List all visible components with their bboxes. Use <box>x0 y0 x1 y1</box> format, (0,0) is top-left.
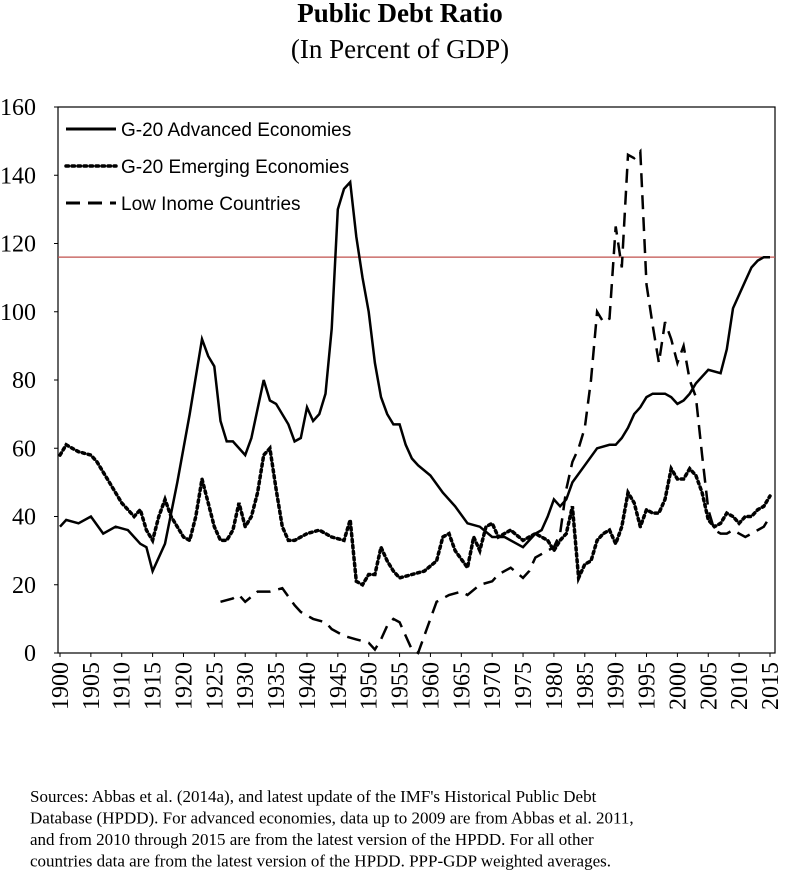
x-tick-label: 1955 <box>388 662 414 710</box>
y-tick-label: 120 <box>0 232 36 258</box>
x-tick-label: 1915 <box>141 662 167 710</box>
x-tick-label: 2015 <box>758 662 784 710</box>
x-tick-label: 1990 <box>604 662 630 710</box>
x-tick-label: 1965 <box>449 662 475 710</box>
chart-subtitle: (In Percent of GDP) <box>291 34 509 64</box>
y-tick-label: 0 <box>24 641 36 667</box>
chart-title: Public Debt Ratio <box>297 0 503 28</box>
x-tick-label: 1935 <box>264 662 290 710</box>
x-tick-label: 1950 <box>357 662 383 710</box>
legend-label: G-20 Advanced Economies <box>121 120 351 141</box>
footnote: Sources: Abbas et al. (2014a), and lates… <box>30 787 597 806</box>
x-tick-label: 2010 <box>727 662 753 710</box>
footnote: and from 2010 through 2015 are from the … <box>30 830 594 849</box>
y-tick-label: 60 <box>12 436 36 462</box>
footnote: Database (HPDD). For advanced economies,… <box>30 809 634 828</box>
legend-label: G-20 Emerging Economies <box>121 157 349 178</box>
series-line <box>59 179 770 575</box>
x-tick-label: 1910 <box>110 662 136 710</box>
y-tick-label: 140 <box>0 163 36 189</box>
x-tick-label: 2000 <box>665 662 691 710</box>
x-tick-label: 1985 <box>573 662 599 710</box>
y-tick-label: 100 <box>0 300 36 326</box>
x-tick-label: 1925 <box>202 662 228 710</box>
y-tick-label: 80 <box>12 368 36 394</box>
y-tick-label: 160 <box>0 95 36 121</box>
series-line <box>58 442 772 588</box>
series-line <box>220 148 772 655</box>
x-tick-label: 1940 <box>295 662 321 710</box>
y-tick-label: 40 <box>12 505 36 531</box>
x-tick-label: 1975 <box>511 662 537 710</box>
x-tick-label: 1920 <box>171 662 197 710</box>
x-tick-label: 1970 <box>480 662 506 710</box>
plot-frame <box>57 106 776 654</box>
y-tick-label: 20 <box>12 573 36 599</box>
x-tick-label: 1960 <box>418 662 444 710</box>
legend-label: Low Inome Countries <box>121 194 301 215</box>
x-tick-label: 1930 <box>233 662 259 710</box>
x-tick-label: 2005 <box>696 662 722 710</box>
x-tick-label: 1980 <box>542 662 568 710</box>
footnote: countries data are from the latest versi… <box>30 852 611 871</box>
x-tick-label: 1900 <box>48 662 74 710</box>
x-tick-label: 1995 <box>635 662 661 710</box>
x-tick-label: 1945 <box>326 662 352 710</box>
x-tick-label: 1905 <box>79 662 105 710</box>
